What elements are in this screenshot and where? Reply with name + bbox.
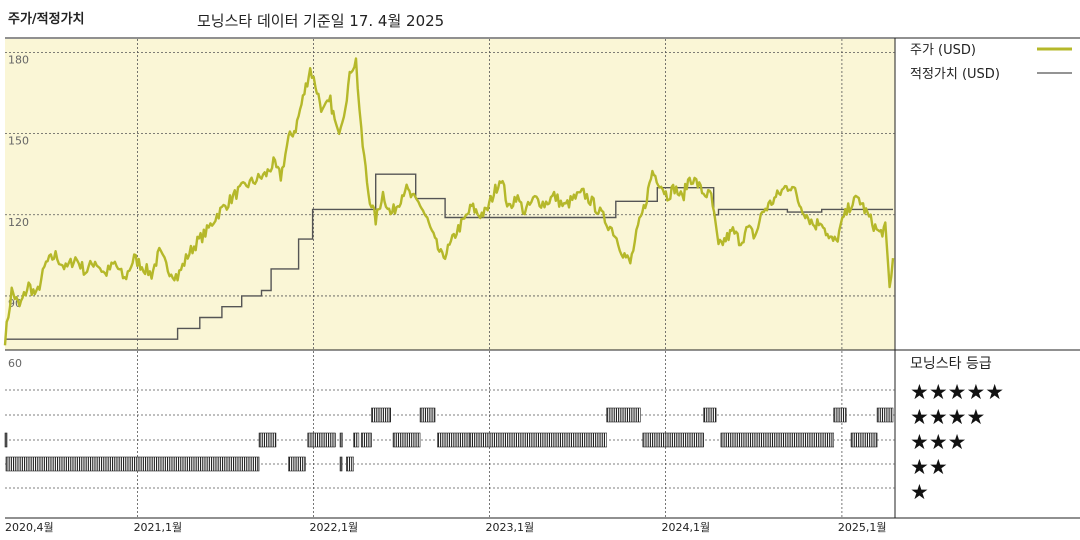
x-tick-label: 2020,4월 — [5, 521, 54, 534]
rating-3-stars: ★★★ — [910, 430, 966, 454]
price-series — [3, 57, 895, 346]
rating-period-3-stars — [642, 432, 704, 448]
y-tick-label: 120 — [8, 216, 29, 229]
rating-period-2-stars — [288, 456, 306, 472]
rating-period-3-stars — [720, 432, 835, 448]
gridlines — [5, 39, 895, 518]
rating-period-3-stars — [258, 432, 277, 448]
x-tick-label: 2023,1월 — [485, 521, 534, 534]
rating-period-4-stars — [703, 407, 717, 423]
rating-period-2-stars — [5, 456, 260, 472]
rating-2-stars: ★★ — [910, 455, 948, 479]
rating-period-3-stars — [468, 432, 607, 448]
y-tick-label: 180 — [8, 54, 29, 67]
rating-period-3-stars — [437, 432, 470, 448]
rating-bars — [4, 407, 894, 472]
rating-5-stars: ★★★★★ — [910, 380, 1004, 404]
rating-period-2-stars — [339, 456, 343, 472]
rating-period-3-stars — [360, 432, 372, 448]
rating-period-4-stars — [606, 407, 641, 423]
fair-value-series — [5, 173, 893, 340]
legend-fair-label: 적정가치 (USD) — [910, 67, 1000, 82]
rating-period-3-stars — [339, 432, 343, 448]
chart-title: 모닝스타 데이터 기준일 17. 4월 2025 — [197, 12, 445, 30]
price-line — [3, 57, 895, 346]
rating-period-4-stars — [833, 407, 847, 423]
rating-period-3-stars — [392, 432, 421, 448]
rating-period-3-stars — [850, 432, 878, 448]
x-tick-label: 2021,1월 — [134, 521, 183, 534]
x-tick-label: 2024,1월 — [661, 521, 710, 534]
rating-1-star: ★ — [910, 480, 929, 504]
price-panel — [5, 39, 895, 350]
rating-period-3-stars — [353, 432, 360, 448]
x-tick-label: 2025,1월 — [838, 521, 887, 534]
chart-section-title: 주가/적정가치 — [8, 12, 85, 27]
rating-header: 모닝스타 등급 — [910, 356, 992, 372]
x-axis-ticks: 2020,4월 2021,1월 2022,1월 2023,1월 2024,1월 2025,… — [5, 521, 887, 534]
rating-period-3-stars — [307, 432, 336, 448]
legend-price-label: 주가 (USD) — [910, 43, 976, 58]
rating-period-4-stars — [419, 407, 436, 423]
y-tick-label: 150 — [8, 135, 29, 148]
rating-period-2-stars — [346, 456, 354, 472]
x-tick-label: 2022,1월 — [310, 521, 359, 534]
y-tick-label-lower: 60 — [8, 357, 22, 370]
rating-period-4-stars — [371, 407, 391, 423]
rating-period-4-stars — [876, 407, 894, 423]
fair-value-line — [5, 173, 893, 340]
rating-period-3-stars — [4, 432, 8, 448]
rating-4-stars: ★★★★ — [910, 405, 985, 429]
